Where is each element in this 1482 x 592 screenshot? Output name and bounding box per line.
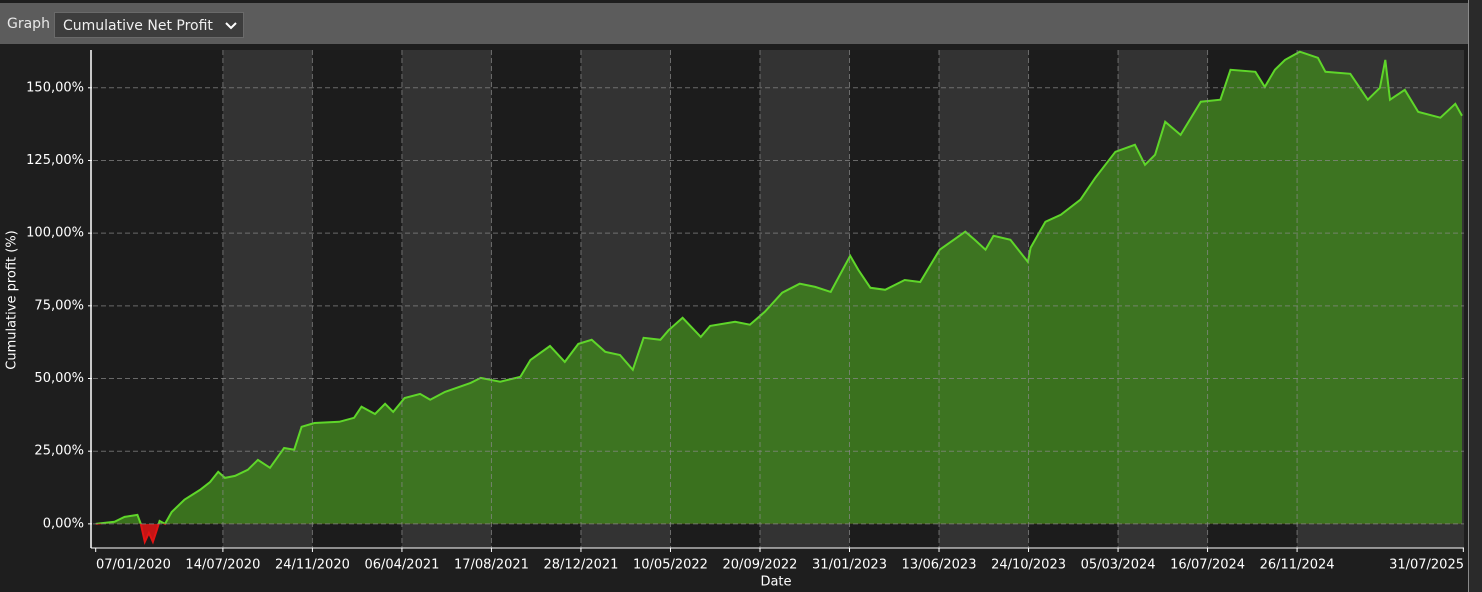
x-tick-label: 31/07/2025 (1389, 558, 1464, 573)
y-tick-label: 75,00% (34, 298, 84, 313)
x-tick-label: 14/07/2020 (185, 558, 260, 573)
dropdown-arrow (225, 22, 237, 30)
x-tick-label: 28/12/2021 (543, 558, 618, 573)
x-tick-label: 10/05/2022 (633, 558, 708, 573)
y-axis-label: Cumulative profit (%) (5, 230, 20, 370)
y-tick-label: 100,00% (26, 226, 84, 241)
x-tick-label: 17/08/2021 (454, 558, 529, 573)
dropdown-text: Cumulative Net Profit (63, 18, 213, 34)
y-tick-label: 150,00% (26, 80, 84, 95)
graph-label: Graph (7, 16, 50, 32)
y-tick-label: 50,00% (34, 371, 84, 386)
x-axis-label: Date (760, 575, 791, 590)
y-tick-label: 0,00% (43, 516, 84, 531)
x-tick-label: 13/06/2023 (902, 558, 977, 573)
y-tick-label: 125,00% (26, 153, 84, 168)
x-tick-label: 24/10/2023 (991, 558, 1066, 573)
line (95, 50, 1463, 524)
toolbar: Graph Cumulative Net Profit (0, 3, 1468, 44)
area (95, 51, 1462, 524)
x-tick-label: 16/07/2024 (1170, 558, 1245, 573)
x-tick-label: 31/01/2023 (812, 558, 887, 573)
x-tick-label: 07/01/2020 (96, 558, 171, 573)
x-tick-label: 06/04/2021 (364, 558, 439, 573)
chart: Date Cumulative profit (%) 0,00% 25,00% 50… (5, 50, 1464, 590)
x-tick-label: 20/09/2022 (723, 558, 798, 573)
graph-dropdown[interactable]: Cumulative Net Profit (54, 12, 244, 38)
area (95, 523, 166, 542)
x-tick-label: 05/03/2024 (1081, 558, 1156, 573)
y-tick-label: 25,00% (34, 444, 84, 459)
x-tick-label: 26/11/2024 (1260, 558, 1335, 573)
x-tick-label: 24/11/2020 (275, 558, 350, 573)
scrollbar (1468, 0, 1482, 592)
